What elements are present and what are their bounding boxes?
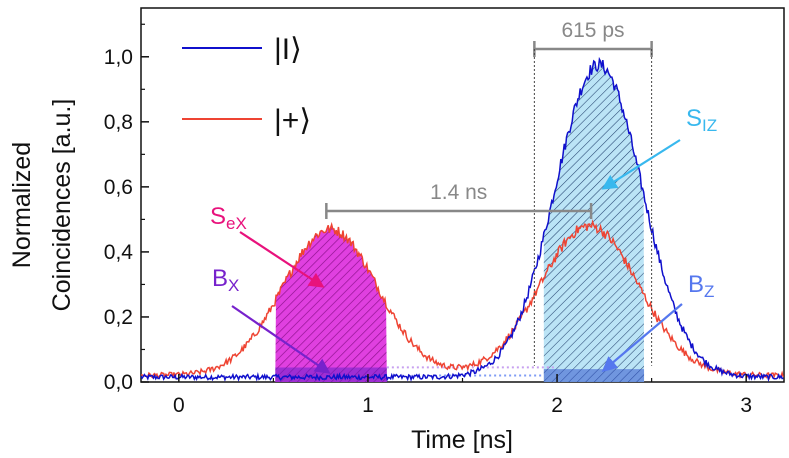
annotations: 615 ps 1.4 ns SeX BX SIZ BZ [210, 19, 717, 374]
x-tick-label: 3 [740, 394, 752, 417]
bz-label: BZ [688, 271, 714, 301]
y-tick-label: 0,2 [104, 306, 133, 329]
y-tick-label: 0,6 [104, 176, 133, 199]
shaded-regions [275, 59, 645, 382]
y-axis-ticks: 0,0 0,2 0,4 0,6 0,8 1,0 [104, 23, 149, 394]
y-tick-label: 0,4 [104, 241, 134, 264]
legend: |I⟩ |+⟩ [182, 33, 311, 137]
siz-arrow [601, 139, 681, 190]
series-lines [140, 56, 784, 383]
shaded-region-siz [543, 59, 645, 382]
series-line-plus [140, 219, 784, 380]
bx-label: BX [212, 265, 239, 295]
y-axis-title-line1: Normalized [8, 142, 36, 268]
ns-range-label: 1.4 ns [430, 181, 487, 204]
x-tick-label: 2 [551, 394, 563, 417]
legend-label-i: |I⟩ [274, 33, 302, 66]
bx-arrow [231, 305, 331, 374]
y-tick-label: 0,0 [104, 371, 133, 394]
sex-label: SeX [210, 203, 247, 233]
series-line-i [140, 56, 784, 383]
shaded-region-bz [543, 369, 645, 382]
y-tick-label: 1,0 [104, 46, 133, 69]
x-axis-ticks: 0 1 2 3 [173, 374, 752, 417]
ps-range-label: 615 ps [561, 19, 624, 42]
y-tick-label: 0,8 [104, 111, 133, 134]
sex-arrow [239, 231, 325, 288]
siz-label: SIZ [686, 105, 717, 135]
x-axis-title: Time [ns] [411, 426, 513, 454]
x-tick-label: 0 [173, 394, 185, 417]
x-tick-label: 1 [362, 394, 374, 417]
y-axis-title-line2: Coincidences [a.u.] [48, 99, 76, 312]
legend-label-plus: |+⟩ [274, 104, 311, 137]
shaded-region-sex [275, 224, 387, 382]
bz-arrow [601, 303, 683, 372]
